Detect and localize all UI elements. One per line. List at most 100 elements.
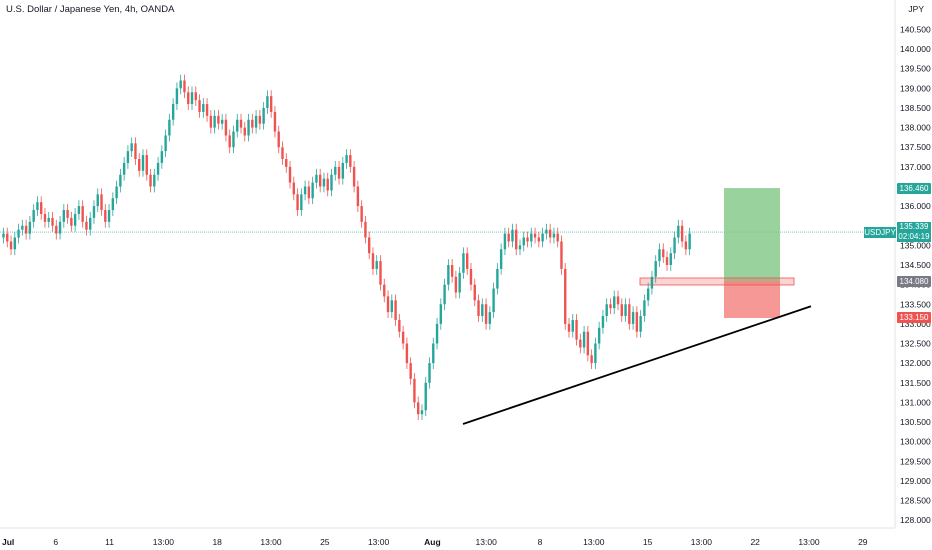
entry-box[interactable]: [639, 277, 795, 286]
price-tick-label: 140.000: [900, 44, 931, 54]
candle-up: [639, 316, 642, 332]
price-axis[interactable]: 140.500 140.000 139.500 139.000 138.500 138.0…: [900, 24, 931, 525]
candle-up: [541, 233, 544, 242]
time-tick-label: 13:00: [260, 537, 282, 547]
candle-up: [673, 237, 676, 254]
candle-up: [13, 237, 17, 250]
candle-down: [43, 213, 47, 222]
price-tick-label: 131.500: [900, 378, 931, 388]
time-tick-label: 11: [105, 537, 114, 547]
time-tick-label: 13:00: [583, 537, 605, 547]
candle-up: [96, 194, 99, 207]
price-tick-label: 130.500: [900, 417, 931, 427]
candle-up: [688, 233, 691, 250]
stop-loss-zone[interactable]: [724, 281, 780, 318]
candle-down: [662, 249, 665, 258]
candle-down: [405, 343, 409, 364]
take-profit-zone[interactable]: [724, 188, 780, 282]
candle-up: [330, 174, 333, 191]
candle-down: [409, 363, 412, 379]
candle-down: [217, 115, 220, 124]
price-tick-label: 139.000: [900, 83, 931, 93]
candle-down: [251, 119, 254, 128]
candle-up: [530, 233, 533, 242]
time-tick-label: 15: [643, 537, 653, 547]
candle-up: [300, 194, 303, 211]
candle-up: [488, 312, 492, 324]
candle-down: [224, 119, 228, 136]
candle-down: [620, 304, 623, 317]
candle-down: [66, 210, 69, 218]
price-tick-label: 133.000: [900, 319, 931, 329]
candle-up: [175, 88, 179, 105]
candle-down: [356, 186, 360, 207]
candle-down: [469, 268, 473, 285]
candle-down: [665, 257, 669, 265]
candle-down: [567, 323, 571, 332]
candle-down: [288, 166, 292, 183]
candle-down: [507, 233, 510, 242]
candle-up: [428, 363, 431, 383]
candle-up: [345, 155, 348, 163]
candle-up: [232, 131, 235, 148]
candle-down: [149, 174, 152, 187]
candle-down: [515, 229, 518, 250]
candle-up: [160, 151, 164, 163]
candle-up: [605, 304, 608, 317]
candle-down: [367, 237, 371, 254]
candle-down: [318, 174, 322, 187]
time-tick-label: 13:00: [153, 537, 175, 547]
candle-down: [616, 296, 620, 305]
candle-up: [654, 261, 657, 277]
candle-down: [85, 221, 88, 230]
candle-up: [443, 284, 446, 305]
candle-down: [183, 80, 186, 93]
time-tick-label: 13:00: [476, 537, 498, 547]
candle-down: [337, 166, 341, 179]
time-tick-label: 18: [212, 537, 222, 547]
candle-up: [171, 104, 175, 120]
chart-title: U.S. Dollar / Japanese Yen, 4h, OANDA: [6, 4, 175, 15]
candle-up: [420, 410, 424, 415]
candle-down: [564, 268, 567, 324]
candle-down: [239, 119, 243, 128]
candle-down: [228, 135, 231, 148]
last-price-value: 135.339: [899, 222, 929, 232]
candle-down: [281, 147, 284, 160]
candle-down: [394, 300, 397, 320]
price-currency-label: JPY: [908, 4, 924, 14]
candle-down: [55, 225, 58, 234]
candle-up: [631, 312, 635, 324]
candle-up: [439, 304, 443, 324]
time-axis[interactable]: Jul 6 11 13:00 18 13:00 25 13:00 Aug 13:00 8 13:00 1…: [2, 537, 868, 547]
candle-down: [364, 221, 367, 238]
candle-up: [17, 229, 20, 238]
candle-down: [187, 92, 190, 105]
candle-up: [115, 186, 118, 199]
candle-up: [36, 202, 39, 211]
candle-down: [371, 253, 375, 269]
candle-up: [492, 288, 495, 313]
candle-down: [134, 143, 137, 160]
candle-up: [220, 119, 224, 124]
time-tick-label: 29: [858, 537, 868, 547]
candle-down: [586, 331, 590, 356]
time-tick-label: 6: [53, 537, 58, 547]
trendline[interactable]: [462, 305, 812, 425]
price-tick-label: 133.500: [900, 299, 931, 309]
price-tick-label: 136.000: [900, 201, 931, 211]
candle-down: [6, 233, 9, 242]
candle-up: [303, 186, 307, 195]
price-tick-label: 137.000: [900, 162, 931, 172]
candle-down: [273, 111, 277, 132]
candle-up: [315, 174, 318, 183]
candle-down: [383, 284, 386, 297]
candle-down: [285, 159, 288, 167]
candle-down: [609, 304, 612, 309]
price-tick-label: 135.000: [900, 240, 931, 250]
candle-up: [481, 304, 484, 317]
candle-up: [545, 229, 548, 234]
candle-up: [213, 115, 216, 128]
price-tick-label: 138.500: [900, 103, 931, 113]
